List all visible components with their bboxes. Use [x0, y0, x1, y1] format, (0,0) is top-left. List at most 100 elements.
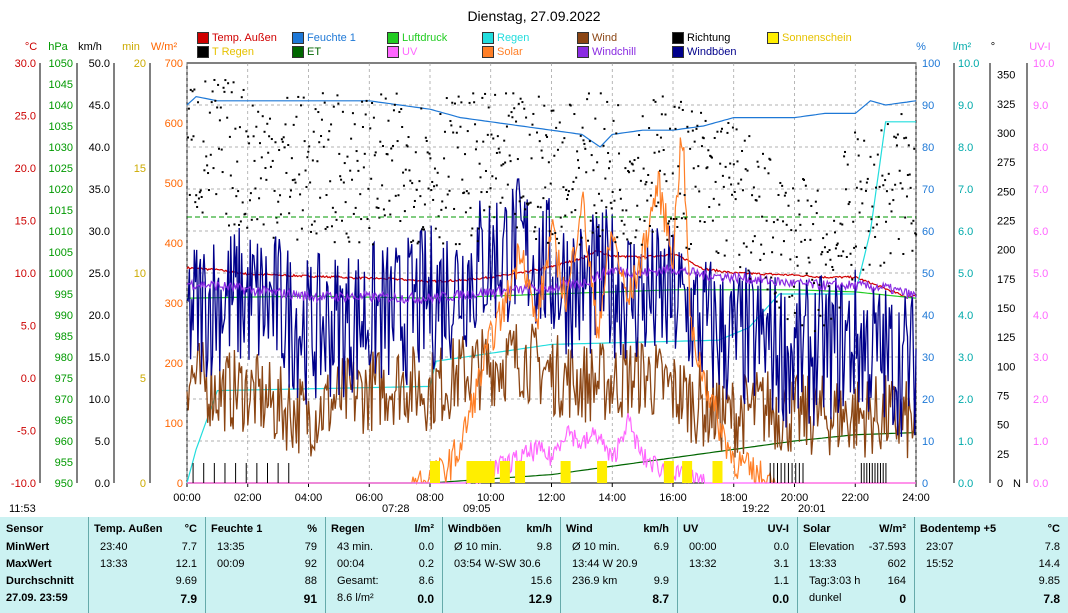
sun-axis-tick: 10 — [134, 268, 146, 280]
uv-axis-tick: 7.0 — [1033, 184, 1048, 196]
temp-unit: °C — [25, 41, 37, 53]
direction-point — [651, 230, 654, 233]
direction-point — [871, 205, 874, 208]
direction-point — [393, 103, 396, 106]
direction-point — [483, 209, 486, 212]
pressure-axis-tick: 1045 — [49, 79, 73, 91]
direction-point — [366, 218, 369, 221]
sunshine-bar — [682, 461, 693, 483]
direction-point — [503, 139, 506, 142]
direction-point — [710, 156, 713, 159]
legend-label: Luftdruck — [402, 32, 448, 44]
direction-point — [336, 94, 339, 97]
direction-point — [703, 220, 706, 223]
rain-axis-tick: 0.0 — [958, 478, 973, 490]
cell-value: 88 — [304, 575, 317, 587]
direction-point — [862, 268, 865, 271]
direction-point — [825, 233, 828, 236]
direction-point — [753, 235, 756, 238]
x-tick-label: 24:00 — [902, 492, 930, 504]
direction-point — [258, 142, 261, 145]
direction-point — [421, 228, 424, 231]
direction-point — [790, 229, 793, 232]
direction-point — [864, 246, 867, 249]
legend-label: Wind — [592, 32, 618, 44]
uv-unit: UV-I — [1029, 41, 1050, 53]
direction-point — [411, 182, 414, 185]
direction-point — [674, 127, 677, 130]
direction-point — [575, 176, 578, 179]
x-tick-label: 02:00 — [234, 492, 262, 504]
legend-item: Windchill — [577, 45, 636, 59]
sunshine-bar — [712, 461, 723, 483]
direction-point — [246, 226, 249, 229]
pressure-unit: hPa — [48, 41, 68, 53]
direction-point — [442, 242, 445, 245]
direction-point — [732, 163, 735, 166]
legend-item: T Regen — [197, 45, 254, 59]
direction-point — [859, 180, 862, 183]
cell-value: 7.9 — [180, 592, 197, 606]
temp-axis-tick: 5.0 — [21, 321, 36, 333]
direction-point — [830, 317, 833, 320]
direction-point — [270, 138, 273, 141]
row-label: 27.09. 23:59 — [6, 592, 68, 604]
direction-point — [688, 247, 691, 250]
direction-point — [840, 254, 843, 257]
rain-axis-tick: 4.0 — [958, 310, 973, 322]
direction-point — [803, 238, 806, 241]
pressure-axis-tick: 950 — [55, 478, 73, 490]
direction-point — [741, 189, 744, 192]
cell-label: 13:44 W 20.9 — [572, 558, 638, 570]
cell-label: 13:32 — [689, 558, 717, 570]
direction-point — [834, 247, 837, 250]
direction-point — [509, 160, 512, 163]
direction-point — [401, 125, 404, 128]
direction-point — [896, 133, 899, 136]
legend-swatch — [482, 46, 494, 58]
direction-point — [524, 208, 527, 211]
pressure-axis-tick: 1025 — [49, 163, 73, 175]
direction-point — [388, 199, 391, 202]
column-header: Feuchte 1 — [211, 523, 263, 535]
direction-point — [477, 227, 480, 230]
direction-point — [607, 167, 610, 170]
humidity-unit: % — [916, 41, 926, 53]
direction-point — [842, 250, 845, 253]
direction-point — [590, 154, 593, 157]
direction-point — [658, 150, 661, 153]
direction-point — [546, 135, 549, 138]
direction-point — [370, 177, 373, 180]
direction-point — [814, 200, 817, 203]
direction-point — [204, 80, 207, 83]
direction-point — [850, 263, 853, 266]
direction-point — [488, 205, 491, 208]
temp-axis-tick: -5.0 — [17, 426, 36, 438]
direction-axis-tick: 150 — [997, 303, 1015, 315]
direction-point — [833, 219, 836, 222]
direction-point — [241, 201, 244, 204]
direction-point — [698, 190, 701, 193]
direction-point — [332, 105, 335, 108]
series-wind — [186, 323, 917, 459]
direction-point — [518, 200, 521, 203]
direction-point — [460, 101, 463, 104]
direction-point — [848, 201, 851, 204]
direction-point — [857, 154, 860, 157]
direction-axis-tick: 325 — [997, 99, 1015, 111]
direction-point — [216, 106, 219, 109]
direction-point — [199, 189, 202, 192]
direction-point — [296, 238, 299, 241]
table-column-divider — [205, 517, 206, 613]
uv-axis-tick: 4.0 — [1033, 310, 1048, 322]
direction-point — [259, 177, 262, 180]
direction-point — [251, 104, 254, 107]
direction-axis-tick: 75 — [997, 391, 1009, 403]
direction-point — [725, 239, 728, 242]
direction-point — [724, 165, 727, 168]
direction-point — [347, 236, 350, 239]
x-tick-label: 06:00 — [355, 492, 383, 504]
direction-point — [543, 104, 546, 107]
direction-point — [664, 113, 667, 116]
direction-point — [666, 238, 669, 241]
